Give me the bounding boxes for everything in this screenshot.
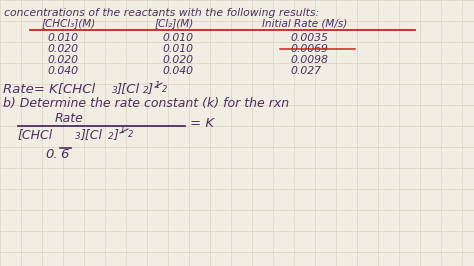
- Text: 0.040: 0.040: [47, 66, 78, 76]
- Text: concentrations of the reactants with the following results:: concentrations of the reactants with the…: [4, 8, 319, 18]
- Text: 0.040: 0.040: [162, 66, 193, 76]
- Text: 0.010: 0.010: [162, 44, 193, 54]
- Text: 3: 3: [75, 132, 81, 141]
- Text: 1: 1: [120, 126, 126, 135]
- Text: ][Cl: ][Cl: [117, 82, 140, 95]
- Text: ]: ]: [148, 82, 153, 95]
- Text: 0.: 0.: [45, 148, 58, 161]
- Text: 0.020: 0.020: [162, 55, 193, 65]
- Text: [CHCl₃](M): [CHCl₃](M): [42, 18, 96, 28]
- Text: 0.010: 0.010: [47, 33, 78, 43]
- Text: 2: 2: [143, 86, 149, 95]
- Text: 0.020: 0.020: [47, 44, 78, 54]
- Text: 2: 2: [162, 85, 167, 94]
- Text: Initial Rate (M/s): Initial Rate (M/s): [262, 18, 347, 28]
- Text: 1: 1: [155, 81, 160, 90]
- Text: 6: 6: [60, 148, 68, 161]
- Text: Rate= K[CHCl: Rate= K[CHCl: [3, 82, 95, 95]
- Text: b) Determine the rate constant (k) for the rxn: b) Determine the rate constant (k) for t…: [3, 97, 289, 110]
- Text: 0.027: 0.027: [290, 66, 321, 76]
- Text: ][Cl: ][Cl: [80, 128, 102, 141]
- Text: 0.0035: 0.0035: [290, 33, 328, 43]
- Text: ]: ]: [113, 128, 118, 141]
- Text: 0.0098: 0.0098: [290, 55, 328, 65]
- Text: 0.010: 0.010: [162, 33, 193, 43]
- Text: 3: 3: [112, 86, 118, 95]
- Text: 0.020: 0.020: [47, 55, 78, 65]
- Text: 0.0069: 0.0069: [290, 44, 328, 54]
- Text: = K: = K: [190, 117, 214, 130]
- Text: [CHCl: [CHCl: [18, 128, 53, 141]
- Text: Rate: Rate: [55, 112, 84, 125]
- Text: [Cl₂](M): [Cl₂](M): [155, 18, 194, 28]
- Text: 2: 2: [108, 132, 114, 141]
- Text: 2: 2: [128, 130, 133, 139]
